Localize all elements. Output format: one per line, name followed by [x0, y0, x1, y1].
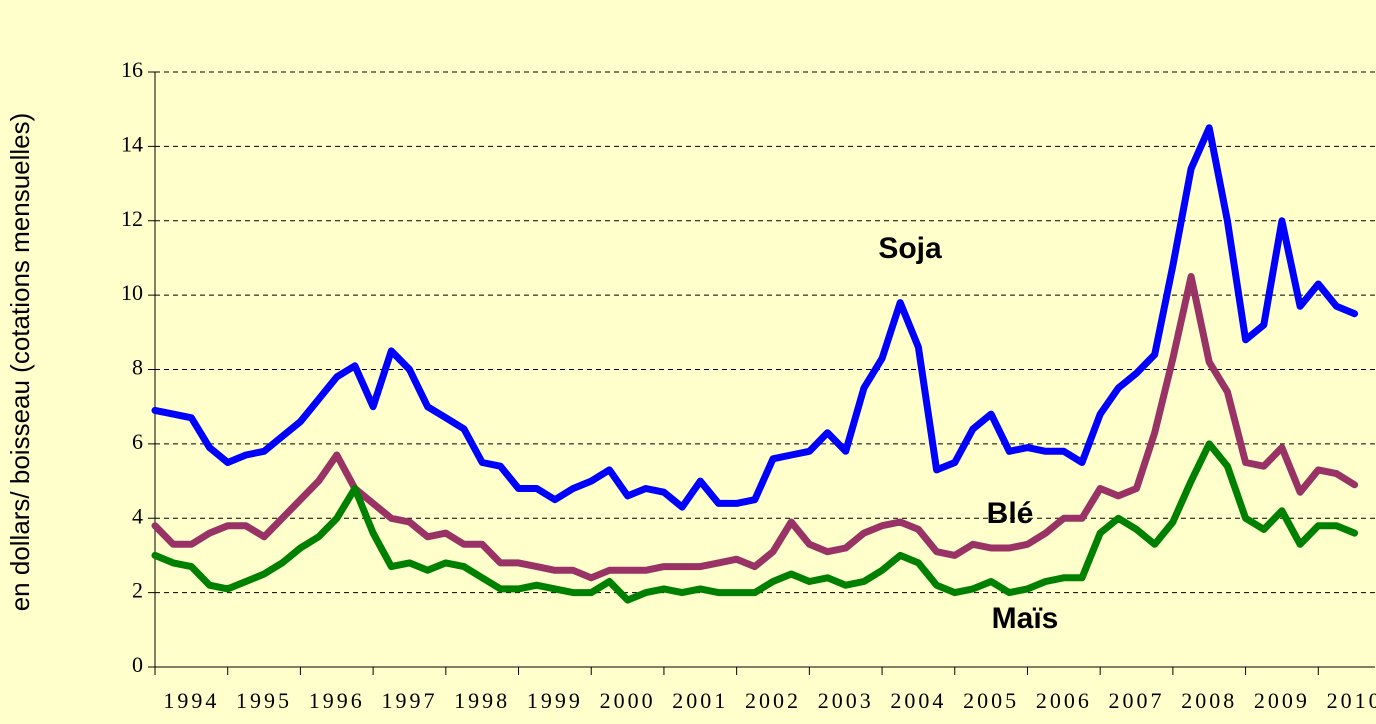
- y-tick-label: 2: [132, 578, 143, 603]
- x-tick-label: 1996: [309, 688, 365, 713]
- x-tick-label: 2007: [1109, 688, 1165, 713]
- x-tick-label: 1994: [163, 688, 219, 713]
- x-tick-label: 2009: [1254, 688, 1310, 713]
- x-tick-label: 2000: [600, 688, 656, 713]
- series-line: [151, 124, 1359, 511]
- y-tick-label: 8: [132, 355, 143, 380]
- x-tick-label: 2005: [963, 688, 1019, 713]
- y-tick-label: 16: [121, 57, 143, 82]
- x-tick-label: 2010: [1327, 688, 1376, 713]
- y-tick-label: 0: [132, 652, 143, 677]
- y-tick-label: 6: [132, 429, 143, 454]
- x-tick-label: 2008: [1181, 688, 1237, 713]
- y-axis-label: en dollars/ boisseau (cotations mensuell…: [5, 113, 35, 612]
- x-tick-label: 2006: [1036, 688, 1092, 713]
- y-tick-label: 12: [121, 206, 143, 231]
- y-tick-label: 4: [132, 503, 143, 528]
- x-tick-label: 2004: [890, 688, 946, 713]
- y-tick-label: 10: [121, 280, 143, 305]
- x-tick-label: 1999: [527, 688, 583, 713]
- x-tick-label: 2002: [745, 688, 801, 713]
- series-label: Maïs: [992, 602, 1059, 635]
- series-line: [151, 440, 1359, 604]
- series-label: Blé: [987, 497, 1034, 530]
- x-tick-label: 1995: [236, 688, 292, 713]
- series-label: Soja: [878, 232, 942, 265]
- x-tick-label: 2001: [672, 688, 728, 713]
- x-tick-label: 1997: [381, 688, 437, 713]
- series-line: [151, 273, 1359, 582]
- y-tick-label: 14: [121, 131, 143, 156]
- x-tick-label: 1998: [454, 688, 510, 713]
- x-tick-label: 2003: [818, 688, 874, 713]
